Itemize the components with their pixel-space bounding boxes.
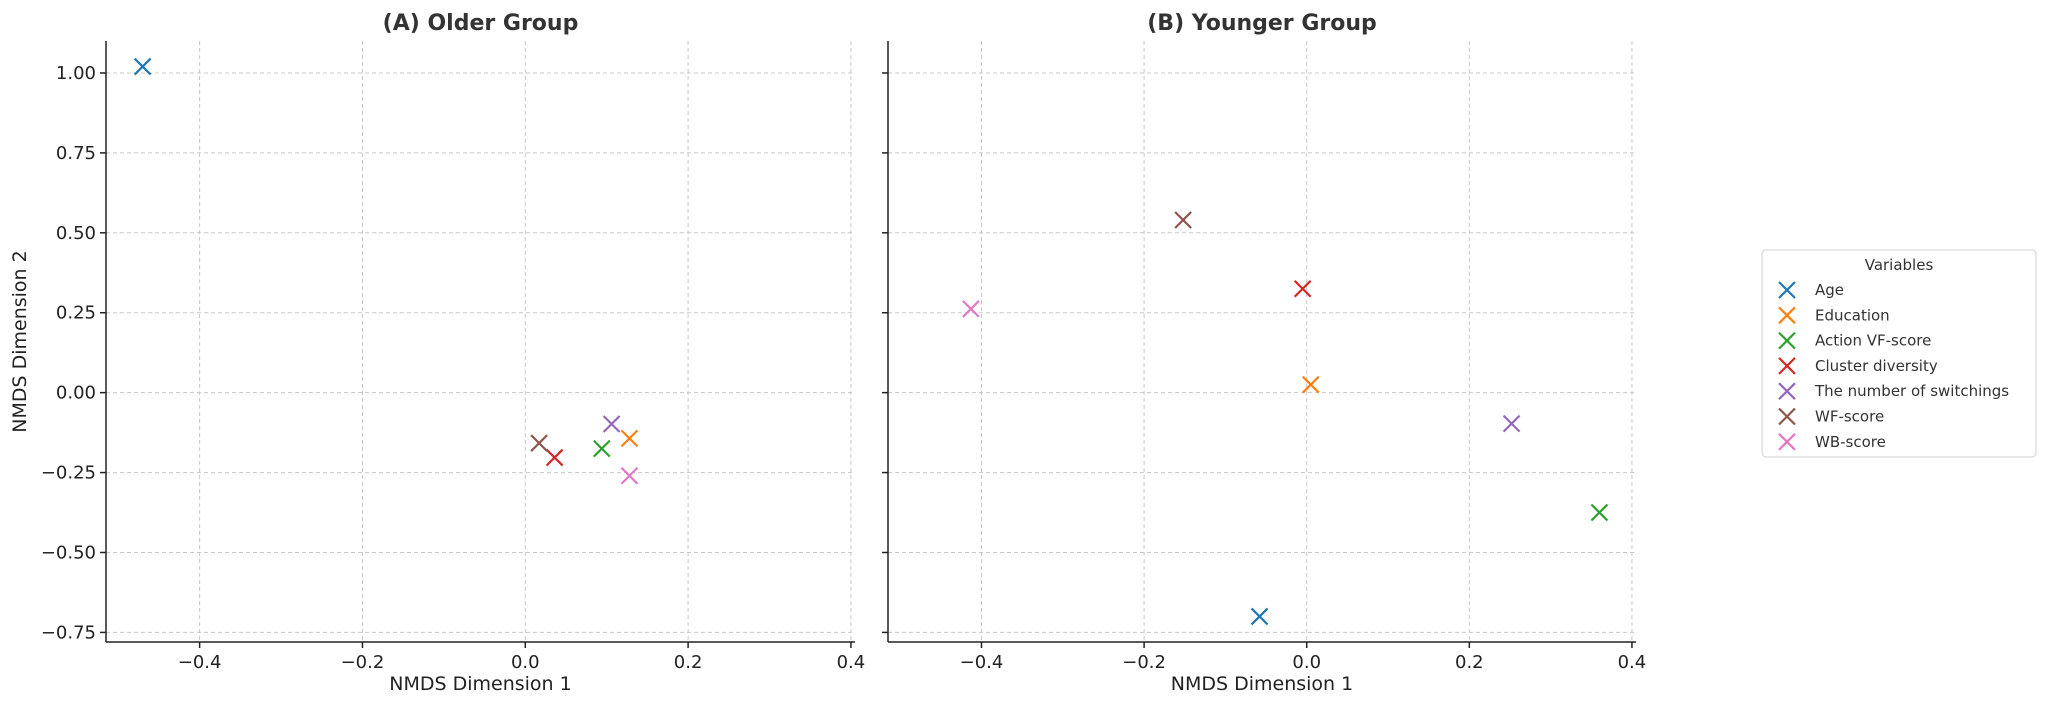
- panel-0-y-tick-label: −0.50: [41, 542, 96, 563]
- panel-0-x-tick-label: 0.0: [511, 652, 540, 673]
- panel-1-point-cluster-diversity: [1293, 279, 1312, 298]
- legend: Variables Age Education Action VF-score Clus…: [1761, 249, 2037, 458]
- legend-label: WB-score: [1815, 433, 1886, 451]
- panel-0-title: (A) Older Group: [383, 11, 579, 36]
- panel-0-y-tick-label: 0.00: [56, 383, 96, 404]
- panel-0-x-axis-label: NMDS Dimension 1: [389, 673, 571, 695]
- panel-1-title: (B) Younger Group: [1147, 11, 1377, 36]
- panel-1-point-education: [1302, 375, 1320, 394]
- legend-label: Action VF-score: [1815, 332, 1931, 350]
- legend-box: [1761, 249, 2037, 458]
- legend-item-the-number-of-switchings: The number of switchings: [1778, 382, 2009, 400]
- panel-0-y-tick-label: 0.50: [56, 223, 96, 244]
- panel-younger-group: −0.4 −0.2 0.0 0.2 0.4 (B) Younger Group NMDS D…: [882, 11, 1646, 695]
- panel-0-y-tick-label: 0.75: [56, 143, 96, 164]
- panel-0-y-axis-label: NMDS Dimension 2: [9, 250, 31, 432]
- panel-0-point-cluster-diversity: [545, 448, 564, 467]
- panel-0-y-tick-label: 0.25: [56, 303, 96, 324]
- panel-1-x-axis-label: NMDS Dimension 1: [1171, 673, 1353, 695]
- panel-0-point-the-number-of-switchings: [602, 415, 621, 433]
- panel-1-point-the-number-of-switchings: [1502, 414, 1521, 433]
- panel-0-point-wf-score: [530, 434, 548, 452]
- panel-0-x-tick-label: −0.4: [178, 652, 222, 673]
- panel-1-x-tick-label: 0.4: [1618, 652, 1647, 673]
- legend-item-age: Age: [1778, 281, 1844, 299]
- legend-item-action-vf-score: Action VF-score: [1778, 332, 1931, 350]
- panel-1-point-wf-score: [1174, 211, 1192, 229]
- panel-1-x-tick-label: 0.0: [1292, 652, 1321, 673]
- panel-0-y-tick-label: 1.00: [56, 63, 96, 84]
- panel-0-y-tick-label: −0.75: [41, 622, 96, 643]
- legend-item-education: Education: [1778, 306, 1890, 324]
- legend-item-wb-score: WB-score: [1778, 433, 1886, 451]
- panel-1-point-age: [1250, 607, 1269, 626]
- legend-item-cluster-diversity: Cluster diversity: [1778, 357, 1938, 375]
- panel-0-y-tick-label: −0.25: [41, 463, 96, 484]
- legend-label: Cluster diversity: [1815, 357, 1938, 375]
- panel-0-point-age: [133, 57, 152, 76]
- panel-0-point-education: [620, 429, 639, 448]
- panel-0-x-tick-label: 0.4: [837, 652, 866, 673]
- panel-1-x-tick-label: 0.2: [1455, 652, 1484, 673]
- legend-label: Age: [1815, 281, 1844, 299]
- legend-label: WF-score: [1815, 408, 1884, 426]
- panel-0-x-tick-label: −0.2: [341, 652, 385, 673]
- panel-older-group: −0.4 −0.2 0.0 0.2 0.4 1.00 0.75 0.50 0.25 0.00 −0.…: [9, 11, 865, 695]
- panel-1-x-tick-label: −0.4: [960, 652, 1004, 673]
- panel-0-point-action-vf-score: [593, 439, 611, 458]
- legend-label: The number of switchings: [1814, 382, 2009, 400]
- panel-1-point-action-vf-score: [1590, 503, 1609, 522]
- panel-1-point-wb-score: [962, 300, 980, 318]
- panel-0-x-tick-label: 0.2: [674, 652, 703, 673]
- legend-label: Education: [1815, 306, 1890, 324]
- legend-item-wf-score: WF-score: [1778, 408, 1884, 426]
- panel-1-x-tick-label: −0.2: [1122, 652, 1166, 673]
- panel-0-point-wb-score: [620, 466, 639, 485]
- legend-title: Variables: [1865, 256, 1934, 274]
